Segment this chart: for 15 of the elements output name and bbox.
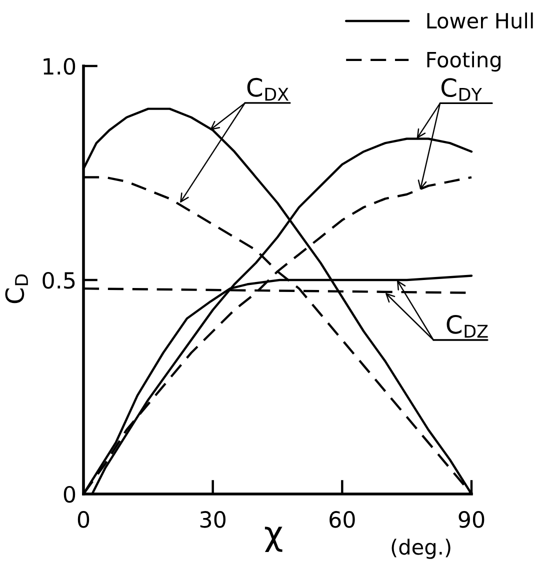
x-axis-title: χ (264, 526, 282, 552)
y-tick-label: 1.0 (44, 58, 76, 75)
legend-label: Footing (427, 51, 500, 72)
y-tick-label: 0 (64, 486, 76, 503)
annotation: C$_{DY}$ (441, 78, 482, 101)
x-tick-label: 0 (78, 511, 90, 528)
x-tick-label: 30 (200, 511, 226, 528)
annotation: C$_{DZ}$ (446, 314, 488, 338)
x-tick-label: 90 (458, 511, 484, 528)
y-axis-title: C$_{D}$ (5, 274, 28, 304)
text: (deg.) (392, 538, 450, 559)
y-tick-label: 0.5 (42, 272, 75, 289)
legend-label: Lower Hull (427, 12, 533, 29)
x-tick-label: 60 (330, 511, 355, 528)
annotation: C$_{DX}$ (247, 78, 289, 101)
